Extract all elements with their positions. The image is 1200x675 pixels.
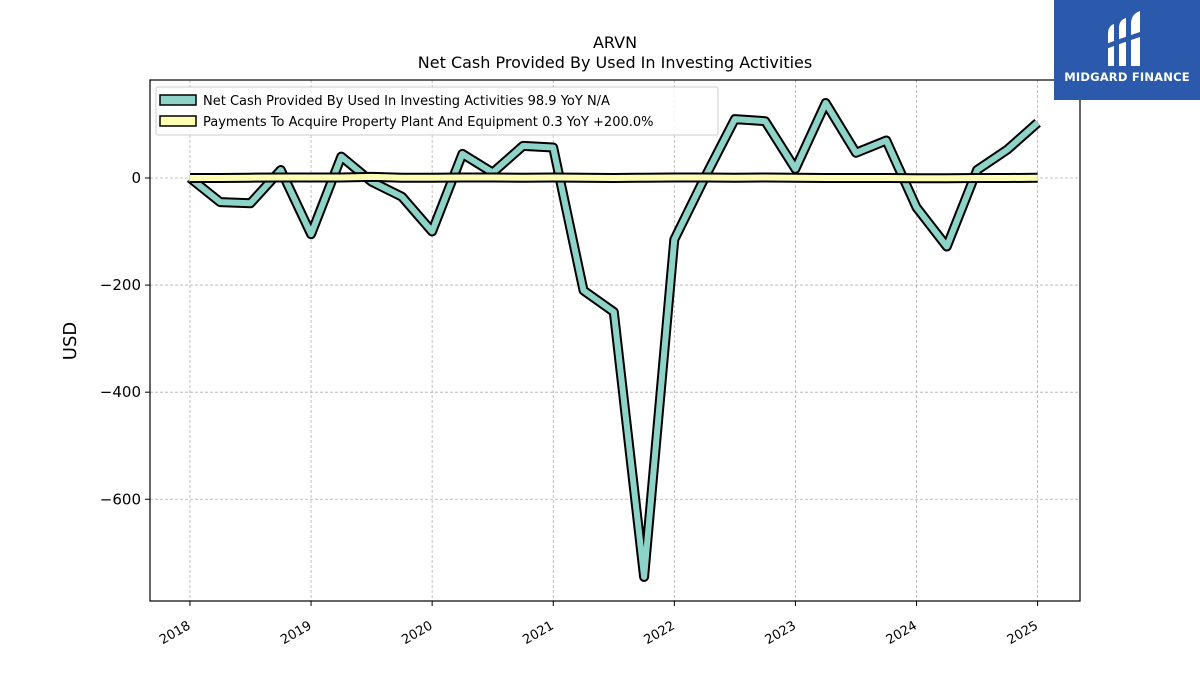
legend-label-net-cash: Net Cash Provided By Used In Investing A… xyxy=(203,94,610,109)
x-tick-label: 2023 xyxy=(763,618,799,648)
y-tick-label: −600 xyxy=(100,490,141,508)
plot-area-frame xyxy=(149,79,1081,602)
y-tick-label: −200 xyxy=(100,276,141,294)
chart-title: ARVN xyxy=(593,33,637,52)
brand-logo-icon xyxy=(1106,11,1146,66)
series-line-1 xyxy=(190,173,1038,182)
x-tick-label: 2019 xyxy=(278,618,314,648)
legend-swatch-net-cash xyxy=(159,94,197,106)
legend: Net Cash Provided By Used In Investing A… xyxy=(155,86,719,136)
y-tick-label: 0 xyxy=(131,169,141,187)
series-layer xyxy=(186,98,1041,582)
x-axis-ticks: 2018 2019 2020 2021 2022 2023 2024 2025 xyxy=(157,601,1041,648)
chart-subtitle: Net Cash Provided By Used In Investing A… xyxy=(418,53,812,72)
legend-label-capex: Payments To Acquire Property Plant And E… xyxy=(203,115,654,130)
legend-swatch-capex xyxy=(159,115,197,127)
brand-name: MIDGARD FINANCE xyxy=(1064,70,1190,84)
x-tick-label: 2021 xyxy=(520,618,556,648)
x-tick-label: 2025 xyxy=(1005,618,1041,648)
x-tick-label: 2024 xyxy=(884,618,920,648)
legend-box xyxy=(155,86,719,136)
y-tick-label: −400 xyxy=(100,383,141,401)
x-tick-label: 2020 xyxy=(399,618,435,648)
x-tick-label: 2022 xyxy=(642,618,678,648)
brand-logo: MIDGARD FINANCE xyxy=(1054,0,1200,100)
x-tick-label: 2018 xyxy=(157,618,193,648)
y-axis-label: USD xyxy=(60,322,81,360)
y-axis-ticks: 0 −200 −400 −600 xyxy=(100,169,150,508)
